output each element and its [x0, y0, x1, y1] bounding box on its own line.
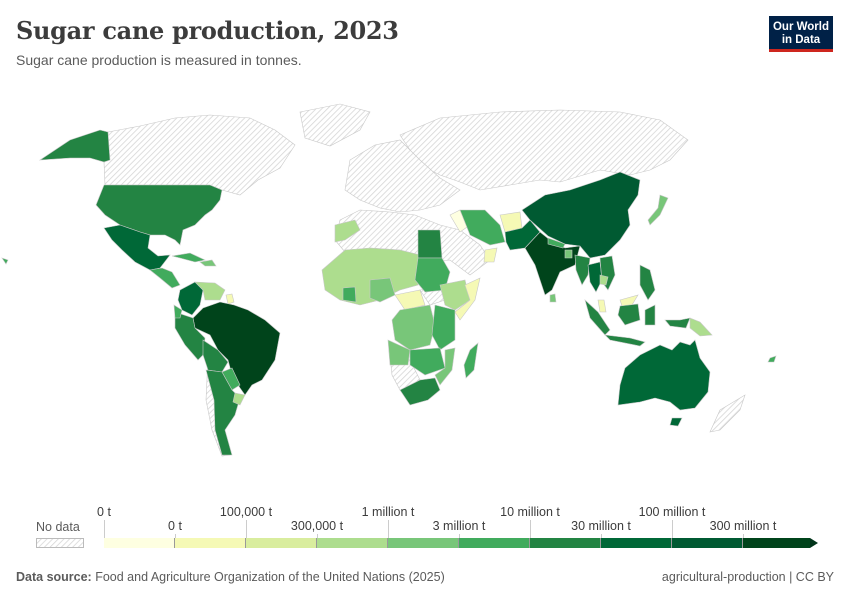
legend-bin-7[interactable]: [601, 538, 672, 548]
region-new-zealand[interactable]: [709, 394, 746, 433]
legend-bin-3[interactable]: [317, 538, 388, 548]
region-tasmania[interactable]: [669, 417, 683, 427]
region-egypt[interactable]: [417, 229, 443, 259]
legend-bin-4[interactable]: [388, 538, 459, 548]
region-indonesia-east[interactable]: [644, 304, 691, 329]
chart-title: Sugar cane production, 2023: [16, 16, 399, 45]
legend-tick-line: [530, 520, 531, 538]
world-map[interactable]: [0, 90, 850, 500]
region-australia[interactable]: [617, 339, 711, 411]
region-ecuador[interactable]: [173, 304, 183, 319]
region-vietnam[interactable]: [599, 255, 616, 291]
region-angola[interactable]: [387, 339, 411, 366]
region-russia-asia[interactable]: [399, 109, 689, 191]
legend-tick-upper-3: 10 million t: [500, 505, 560, 519]
legend-tick-lower-4: 300 million t: [709, 519, 777, 533]
region-ivory-coast[interactable]: [342, 286, 357, 303]
region-myanmar[interactable]: [574, 254, 591, 286]
legend-bin-8[interactable]: [672, 538, 743, 548]
legend-tick-upper-1: 100,000 t: [219, 505, 273, 519]
region-papua-new-guinea[interactable]: [689, 317, 713, 337]
region-indonesia-java[interactable]: [604, 334, 646, 347]
legend-nodata-label: No data: [36, 520, 80, 534]
legend-tick-lower-3: 30 million t: [571, 519, 631, 533]
region-dr-congo[interactable]: [391, 304, 436, 351]
region-china[interactable]: [521, 171, 641, 259]
region-somalia[interactable]: [454, 277, 481, 321]
region-kenya-tanzania[interactable]: [431, 304, 456, 351]
legend-bin-5[interactable]: [459, 538, 530, 548]
region-europe[interactable]: [344, 139, 461, 213]
region-morocco[interactable]: [334, 219, 361, 243]
legend-nodata-swatch[interactable]: [36, 538, 84, 548]
region-united-states[interactable]: [95, 184, 223, 246]
region-nigeria[interactable]: [369, 277, 396, 303]
legend-tick-line: [104, 520, 105, 538]
region-central-africa[interactable]: [394, 289, 426, 311]
region-ethiopia[interactable]: [439, 279, 471, 311]
legend-tick-upper-2: 1 million t: [361, 505, 415, 519]
region-south-africa[interactable]: [399, 377, 441, 406]
region-thailand[interactable]: [587, 261, 603, 293]
region-oman[interactable]: [483, 247, 498, 263]
region-iran[interactable]: [459, 209, 506, 246]
data-source-link[interactable]: Food and Agriculture Organization of the…: [95, 570, 445, 584]
region-suriname[interactable]: [225, 293, 235, 305]
region-nepal[interactable]: [547, 237, 566, 249]
region-alaska[interactable]: [38, 129, 111, 163]
legend-bin-6[interactable]: [530, 538, 601, 548]
region-zambia-zimbabwe[interactable]: [409, 347, 446, 376]
legend-tick-line: [246, 520, 247, 538]
region-indonesia-borneo[interactable]: [617, 303, 641, 326]
region-argentina[interactable]: [205, 369, 241, 456]
region-japan[interactable]: [647, 194, 669, 226]
data-source: Data source: Food and Agriculture Organi…: [16, 570, 445, 584]
legend-bin-2[interactable]: [246, 538, 317, 548]
region-indonesia-sumatra[interactable]: [584, 299, 611, 336]
region-central-america[interactable]: [149, 267, 181, 289]
color-legend: No data 0 t 100,000 t 1 million t 10 mil…: [0, 500, 850, 556]
region-canada[interactable]: [103, 114, 296, 196]
legend-arrow-icon: [810, 538, 818, 548]
legend-tick-line: [672, 520, 673, 538]
legend-tick-line: [175, 534, 176, 538]
chart-slug-license[interactable]: agricultural-production | CC BY: [661, 570, 834, 584]
legend-tick-line: [388, 520, 389, 538]
region-uruguay[interactable]: [232, 392, 246, 406]
region-philippines[interactable]: [639, 264, 656, 301]
region-sri-lanka[interactable]: [549, 293, 557, 303]
legend-tick-line: [743, 534, 744, 538]
region-cambodia-laos[interactable]: [599, 274, 609, 286]
legend-bin-1[interactable]: [175, 538, 246, 548]
region-hawaii-island[interactable]: [1, 257, 9, 265]
region-pacific-island[interactable]: [767, 355, 777, 363]
chart-subtitle: Sugar cane production is measured in ton…: [16, 52, 302, 68]
legend-tick-lower-2: 3 million t: [432, 519, 486, 533]
region-brazil[interactable]: [192, 301, 281, 396]
region-madagascar[interactable]: [463, 342, 479, 379]
legend-tick-upper-4: 100 million t: [638, 505, 706, 519]
legend-tick-lower-0: 0 t: [168, 519, 182, 533]
legend-tick-line: [601, 534, 602, 538]
data-source-label: Data source:: [16, 570, 92, 584]
region-mexico[interactable]: [103, 224, 171, 271]
owid-logo[interactable]: Our World in Data: [769, 16, 833, 52]
legend-tick-line: [317, 534, 318, 538]
legend-bin-9[interactable]: [743, 538, 810, 548]
region-venezuela[interactable]: [194, 281, 226, 301]
logo-line-2: in Data: [781, 34, 821, 46]
region-greenland[interactable]: [299, 103, 371, 147]
legend-tick-line: [459, 534, 460, 538]
legend-bin-0[interactable]: [104, 538, 175, 548]
region-cuba[interactable]: [171, 252, 206, 263]
region-bangladesh[interactable]: [564, 249, 573, 259]
legend-tick-lower-1: 300,000 t: [290, 519, 344, 533]
region-mozambique[interactable]: [434, 347, 456, 386]
legend-tick-upper-0: 0 t: [97, 505, 111, 519]
region-caribbean[interactable]: [199, 259, 217, 267]
logo-line-1: Our World: [772, 21, 829, 33]
